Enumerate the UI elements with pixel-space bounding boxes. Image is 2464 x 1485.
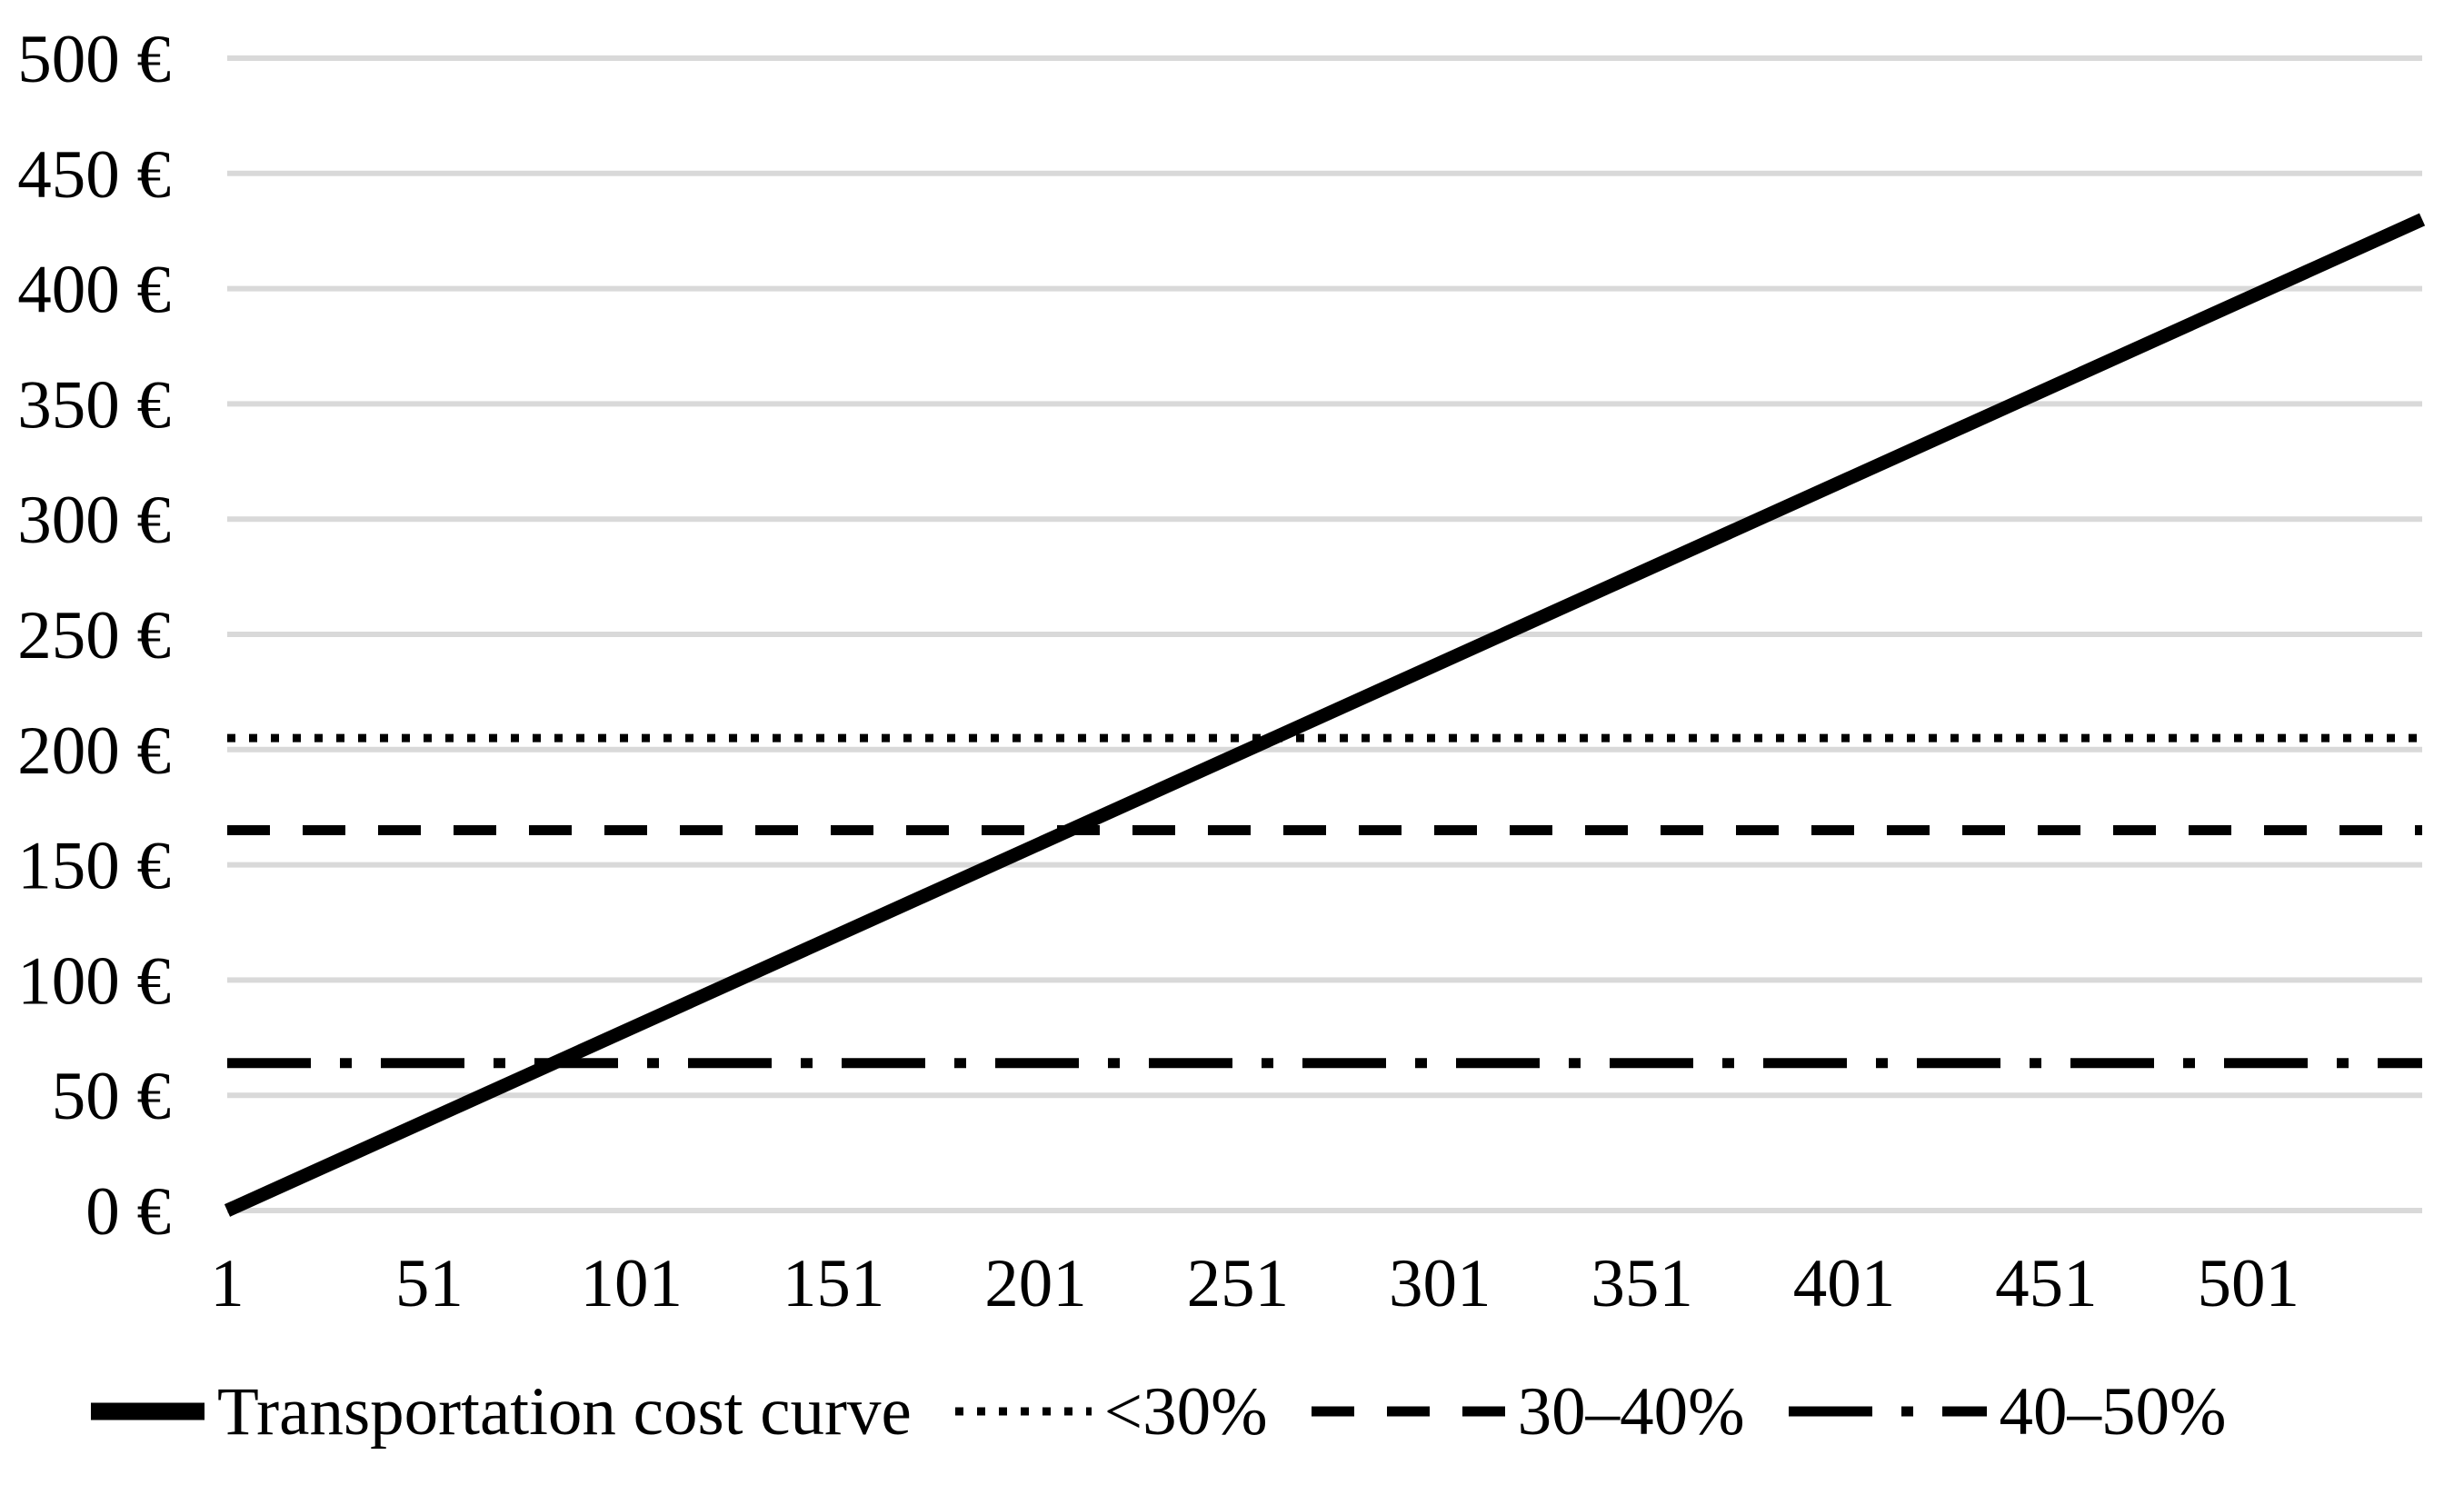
legend-item-under-30pct: <30% bbox=[954, 1373, 1268, 1450]
y-axis-tick-label: 150 € bbox=[17, 829, 171, 904]
legend-label-40-50pct: 40–50% bbox=[1999, 1373, 2227, 1450]
x-axis-tick-label: 51 bbox=[395, 1246, 464, 1321]
x-axis-tick-label: 151 bbox=[783, 1246, 885, 1321]
legend-item-30-40pct: 30–40% bbox=[1311, 1373, 1745, 1450]
legend-label-under-30pct: <30% bbox=[1103, 1373, 1268, 1450]
x-axis-tick-label: 201 bbox=[984, 1246, 1087, 1321]
legend: Transportation cost curve <30% 30–40% 40… bbox=[91, 1361, 2227, 1461]
legend-item-transportation-cost-curve: Transportation cost curve bbox=[91, 1378, 912, 1446]
x-axis-tick-label: 451 bbox=[1995, 1246, 2098, 1321]
y-axis-tick-label: 50 € bbox=[52, 1059, 171, 1134]
y-axis-tick-label: 450 € bbox=[17, 137, 171, 213]
dash-dot-line-legend-marker-icon bbox=[1788, 1406, 1987, 1417]
x-axis-tick-label: 1 bbox=[210, 1246, 244, 1321]
x-axis-tick-label: 351 bbox=[1591, 1246, 1693, 1321]
y-axis-tick-label: 0 € bbox=[85, 1174, 171, 1250]
series-line-transportation-cost-curve bbox=[224, 213, 2426, 1217]
legend-label-transportation-cost-curve: Transportation cost curve bbox=[217, 1373, 912, 1450]
y-axis-tick-label: 500 € bbox=[17, 22, 171, 97]
x-axis-tick-label: 301 bbox=[1389, 1246, 1491, 1321]
y-axis-tick-label: 300 € bbox=[17, 483, 171, 558]
solid-line-legend-marker-icon bbox=[91, 1402, 205, 1420]
x-axis-tick-label: 401 bbox=[1793, 1246, 1896, 1321]
x-axis-labels: 1 51 101 151 201 251 301 351 401 451 501 bbox=[210, 1246, 2299, 1321]
series-lines bbox=[224, 213, 2426, 1217]
gridlines bbox=[227, 55, 2422, 1213]
y-axis-tick-label: 200 € bbox=[17, 713, 171, 789]
y-axis-tick-label: 250 € bbox=[17, 598, 171, 673]
x-axis-tick-label: 251 bbox=[1187, 1246, 1290, 1321]
y-axis-tick-label: 350 € bbox=[17, 367, 171, 443]
x-axis-tick-label: 501 bbox=[2198, 1246, 2300, 1321]
dotted-line-legend-marker-icon bbox=[954, 1407, 1092, 1416]
legend-label-30-40pct: 30–40% bbox=[1517, 1373, 1745, 1450]
y-axis-tick-label: 400 € bbox=[17, 253, 171, 328]
legend-item-40-50pct: 40–50% bbox=[1788, 1373, 2227, 1450]
dashed-line-legend-marker-icon bbox=[1311, 1406, 1505, 1417]
y-axis-labels: 0 € 50 € 100 € 150 € 200 € 250 € 300 € 350 € 400… bbox=[17, 22, 171, 1250]
y-axis-tick-label: 100 € bbox=[17, 943, 171, 1019]
x-axis-tick-label: 101 bbox=[581, 1246, 683, 1321]
